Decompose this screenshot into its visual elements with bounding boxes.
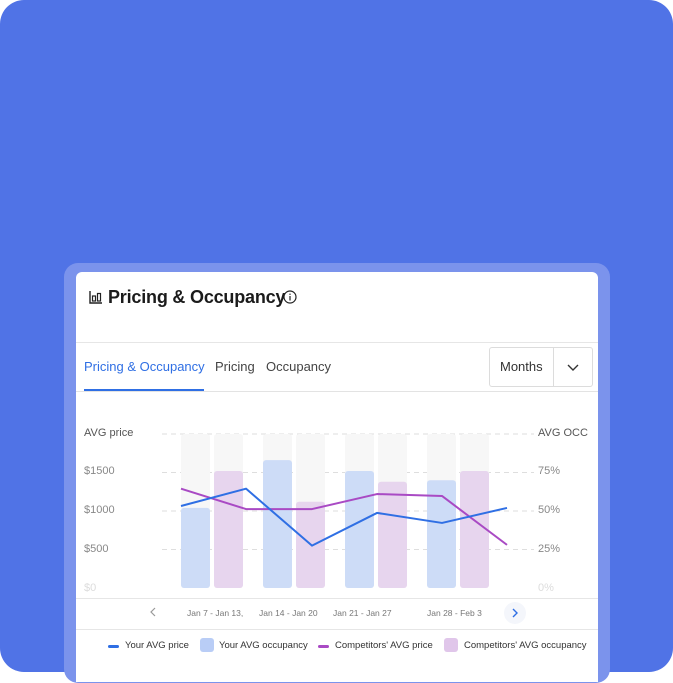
x-tick-label: Jan 14 - Jan 20	[259, 608, 318, 618]
bar-chart-icon	[89, 291, 102, 304]
card-title: Pricing & Occupancy	[108, 287, 286, 307]
chart-legend: Your AVG price Your AVG occupancy Compet…	[76, 634, 598, 658]
y-tick-left: $0	[84, 582, 97, 594]
tab-occupancy[interactable]: Occupancy	[266, 359, 332, 374]
pricing-occupancy-chart: AVG price AVG OCC $1500 $1000 $500 $0 75…	[76, 392, 598, 682]
period-select-value: Months	[500, 359, 543, 374]
plot-area	[162, 433, 534, 588]
y-axis-title-left: AVG price	[84, 427, 134, 439]
y-tick-left: $500	[84, 543, 109, 555]
chart-tabs: Pricing & Occupancy Pricing Occupancy	[76, 343, 598, 392]
tab-pricing-occupancy[interactable]: Pricing & Occupancy	[84, 359, 205, 374]
x-tick-label: Jan 7 - Jan 13,	[187, 608, 244, 618]
box-swatch-icon	[444, 638, 458, 652]
info-icon[interactable]	[283, 290, 297, 304]
y-tick-right: 25%	[538, 543, 561, 555]
line-swatch-icon	[318, 645, 329, 648]
y-tick-right: 50%	[538, 504, 561, 516]
select-divider	[553, 348, 554, 386]
x-axis-navigation: Jan 7 - Jan 13, Jan 14 - Jan 20 Jan 21 -…	[76, 598, 598, 630]
period-select[interactable]: Months	[489, 347, 593, 387]
next-period-button[interactable]	[504, 602, 526, 624]
y-tick-right: 0%	[538, 582, 554, 594]
y-tick-left: $1000	[84, 504, 115, 516]
line-swatch-icon	[108, 645, 119, 648]
x-tick-label: Jan 28 - Feb 3	[427, 608, 482, 618]
legend-label: Competitors' AVG price	[335, 640, 433, 651]
legend-label: Your AVG price	[125, 640, 189, 651]
x-tick-label: Jan 21 - Jan 27	[333, 608, 392, 618]
chevron-down-icon[interactable]	[566, 360, 580, 374]
card-header: Pricing & Occupancy	[76, 272, 598, 343]
tab-pricing[interactable]: Pricing	[215, 359, 255, 374]
box-swatch-icon	[200, 638, 214, 652]
chevron-left-icon[interactable]	[146, 605, 160, 619]
y-tick-right: 75%	[538, 465, 561, 477]
y-axis-title-right: AVG OCC	[538, 427, 588, 439]
y-tick-left: $1500	[84, 465, 115, 477]
legend-label: Competitors' AVG occupancy	[464, 640, 587, 651]
chevron-right-icon	[512, 608, 518, 618]
legend-label: Your AVG occupancy	[219, 640, 308, 651]
active-tab-indicator	[84, 389, 204, 391]
pricing-occupancy-card: Pricing & Occupancy Pricing & Occupancy …	[76, 272, 598, 682]
